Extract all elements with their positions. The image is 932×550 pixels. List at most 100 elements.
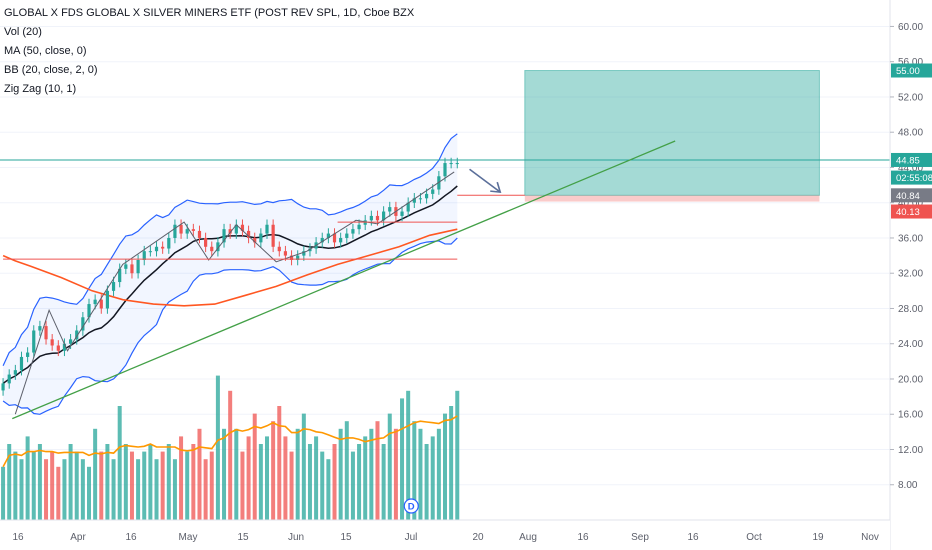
volume-bar xyxy=(246,436,251,520)
candle-body xyxy=(296,255,300,260)
price-tag xyxy=(891,170,932,185)
volume-bar xyxy=(31,451,36,520)
candle-body xyxy=(32,330,36,353)
volume-bar xyxy=(50,451,55,520)
price-tag xyxy=(891,152,932,167)
legend-title[interactable]: GLOBAL X FDS GLOBAL X SILVER MINERS ETF … xyxy=(4,7,415,19)
volume-bar xyxy=(166,444,171,520)
candle-body xyxy=(277,246,281,252)
volume-bar xyxy=(111,459,116,520)
volume-bar xyxy=(289,451,294,520)
price-tag xyxy=(891,204,932,219)
candle-body xyxy=(424,193,429,199)
candle-body xyxy=(357,224,361,230)
price-tag-label: 40.13 xyxy=(896,207,920,218)
volume-bar xyxy=(74,451,79,520)
volume-bar xyxy=(381,444,386,520)
candle-body xyxy=(240,224,245,231)
legend-indicator-bb[interactable]: BB (20, close, 2, 0) xyxy=(4,64,98,76)
candle-body xyxy=(412,198,416,203)
volume-bar xyxy=(424,444,429,520)
candle-body xyxy=(191,229,195,231)
time-tick-label: 16 xyxy=(687,532,699,543)
candle-body xyxy=(148,251,152,253)
price-tick-label: 44.00 xyxy=(898,163,923,174)
legend-indicator-volume[interactable]: Vol (20) xyxy=(4,26,42,38)
price-tick-label: 40.00 xyxy=(898,198,923,209)
candle-body xyxy=(185,229,189,234)
zigzag-line xyxy=(14,171,455,415)
candle-body xyxy=(179,224,183,234)
volume-bar xyxy=(314,436,319,520)
volume-bar xyxy=(172,459,177,520)
price-tick-label: 28.00 xyxy=(898,304,923,315)
time-axis-panel xyxy=(0,520,890,550)
candle-body xyxy=(431,189,435,194)
legend-indicator-ma[interactable]: MA (50, close, 0) xyxy=(4,45,87,57)
volume-bar xyxy=(387,413,392,520)
volume-bar xyxy=(93,428,98,520)
price-axis-panel xyxy=(890,0,932,550)
volume-bar xyxy=(179,436,184,520)
time-tick-label: 16 xyxy=(12,532,24,543)
time-tick-label: Oct xyxy=(746,532,762,543)
volume-bar xyxy=(160,451,165,520)
volume-bar xyxy=(277,406,282,520)
volume-bar xyxy=(62,459,67,520)
candle-body xyxy=(111,282,116,291)
candle-body xyxy=(99,299,103,309)
volume-bar xyxy=(449,406,454,520)
volume-bar xyxy=(338,428,343,520)
candle-body xyxy=(204,237,208,247)
price-tick-label: 8.00 xyxy=(898,480,918,491)
volume-bar xyxy=(99,451,104,520)
volume-bar xyxy=(117,406,122,520)
volume-bar xyxy=(265,436,269,520)
volume-bar xyxy=(332,444,337,520)
volume-bar xyxy=(209,451,214,520)
legend-indicator-zigzag[interactable]: Zig Zag (10, 1) xyxy=(4,83,77,95)
volume-bar xyxy=(406,390,411,520)
price-tag xyxy=(891,188,932,203)
candle-body xyxy=(50,339,54,346)
candle-body xyxy=(234,224,238,234)
candle-body xyxy=(7,374,11,384)
volume-bar xyxy=(240,451,245,520)
volume-bar xyxy=(25,436,30,520)
candle-body xyxy=(283,251,288,256)
volume-bar xyxy=(436,428,441,520)
candle-body xyxy=(105,290,110,309)
time-tick-label: 20 xyxy=(472,532,484,543)
price-tick-label: 36.00 xyxy=(898,233,923,244)
volume-bar xyxy=(222,428,227,520)
candle-body xyxy=(197,230,202,238)
candle-body xyxy=(449,163,453,165)
volume-bar xyxy=(185,451,190,520)
time-tick-label: 19 xyxy=(812,532,824,543)
candle-body xyxy=(375,215,380,221)
volume-bar xyxy=(320,451,325,520)
candle-body xyxy=(173,224,177,238)
candle-body xyxy=(228,229,232,234)
candle-body xyxy=(75,330,79,340)
volume-bar xyxy=(412,421,417,520)
volume-bar xyxy=(142,451,147,520)
volume-bar xyxy=(105,444,110,520)
volume-bar xyxy=(363,436,368,520)
price-tick-label: 24.00 xyxy=(898,339,923,350)
candle-body xyxy=(216,242,220,252)
volume-bar xyxy=(301,413,306,520)
volume-bar xyxy=(203,459,208,520)
volume-bar xyxy=(326,459,331,520)
volume-bar xyxy=(271,421,276,520)
candle-body xyxy=(130,264,134,274)
candle-body xyxy=(443,163,447,177)
candle-body xyxy=(167,237,171,249)
projection-arrow xyxy=(469,168,501,193)
candle-body xyxy=(455,163,459,165)
candle-body xyxy=(265,224,269,234)
volume-bar xyxy=(375,421,380,520)
volume-bar xyxy=(455,390,460,520)
volume-bar xyxy=(191,444,196,520)
